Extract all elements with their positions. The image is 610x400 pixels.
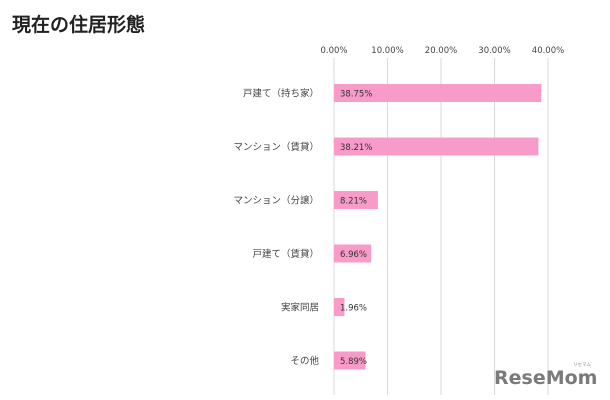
data-label: 1.96% [340, 304, 367, 314]
category-label: 実家同居 [281, 302, 319, 314]
category-label: 戸建て（賃貸） [252, 248, 319, 260]
bar [334, 137, 539, 156]
bar [334, 244, 372, 263]
bar [334, 191, 378, 209]
data-label: 38.75% [340, 90, 372, 100]
x-tick-label: 20.00% [425, 46, 457, 56]
x-tick-label: 0.00% [320, 46, 347, 56]
logo-text: ReseMom [494, 367, 597, 389]
bars [334, 84, 542, 370]
resemom-logo: ReseMom リセマム [494, 362, 597, 389]
chart-title: 現在の住居形態 [12, 13, 145, 36]
x-tick-label: 10.00% [371, 46, 403, 56]
bar [334, 298, 345, 316]
data-label: 38.21% [340, 143, 372, 153]
x-tick-label: 40.00% [532, 46, 564, 56]
x-tick-label: 30.00% [478, 46, 510, 56]
bar [334, 351, 366, 370]
gridlines [333, 58, 549, 395]
logo-subtext: リセマム [573, 362, 591, 368]
data-label: 5.89% [340, 357, 367, 367]
bar [334, 84, 542, 102]
data-labels: 38.75% 38.21% 8.21% 6.96% 1.96% 5.89% [340, 90, 372, 368]
data-label: 6.96% [340, 250, 367, 260]
x-axis-tick-labels: 0.00% 10.00% 20.00% 30.00% 40.00% [320, 46, 564, 56]
category-label: マンション（賃貸） [233, 141, 319, 153]
category-label: 戸建て（持ち家） [243, 88, 319, 100]
category-label: その他 [290, 355, 319, 367]
category-label: マンション（分譲） [233, 195, 319, 207]
data-label: 8.21% [340, 197, 367, 207]
